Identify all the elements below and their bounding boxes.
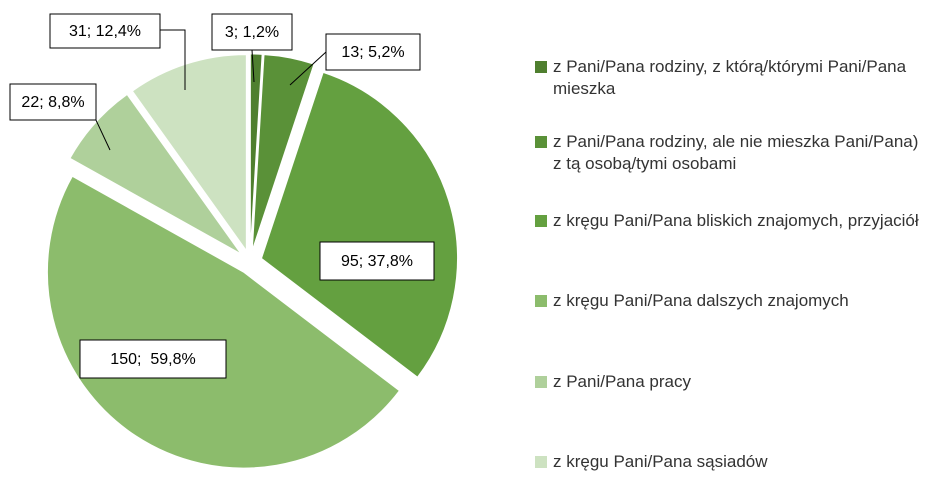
legend-swatch (535, 456, 547, 468)
legend-swatch (535, 61, 547, 73)
legend-entry: z kręgu Pani/Pana bliskich znajomych, pr… (535, 210, 935, 232)
leader-line (160, 29, 186, 90)
pie-slice (131, 54, 247, 253)
label-box (325, 33, 421, 71)
legend-label: z kręgu Pani/Pana dalszych znajomych (553, 291, 849, 310)
data-label: 95; 37,8% (341, 253, 413, 270)
pie-slice (249, 53, 263, 251)
legend-swatch (535, 215, 547, 227)
legend-entry: z kręgu Pani/Pana dalszych znajomych (535, 290, 935, 312)
label-box (319, 241, 435, 281)
label-box (49, 13, 161, 49)
legend-label: z Pani/Pana rodziny, ale nie mieszka Pan… (553, 132, 919, 173)
legend-entry: z kręgu Pani/Pana sąsiadów (535, 451, 935, 473)
data-label: 3; 1,2% (225, 24, 279, 41)
data-label: 31; 12,4% (69, 23, 141, 40)
legend-label: z Pani/Pana pracy (553, 372, 691, 391)
legend-entry: z Pani/Pana pracy (535, 371, 935, 393)
data-label: 13; 5,2% (341, 44, 404, 61)
leader-line (289, 51, 327, 86)
legend-swatch (535, 295, 547, 307)
legend-label: z kręgu Pani/Pana sąsiadów (553, 452, 768, 471)
leader-line (94, 117, 111, 151)
legend-entry: z Pani/Pana rodziny, z którą/którymi Pan… (535, 56, 935, 100)
pie-slice (46, 175, 401, 469)
legend-label: z kręgu Pani/Pana bliskich znajomych, pr… (553, 211, 919, 230)
legend-swatch (535, 376, 547, 388)
legend-swatch (535, 136, 547, 148)
pie-slice (69, 93, 242, 255)
data-label: 22; 8,8% (21, 94, 84, 111)
pie-slice (251, 54, 315, 251)
pie-slice (260, 71, 458, 378)
legend-entry: z Pani/Pana rodziny, ale nie mieszka Pan… (535, 131, 935, 175)
data-label: 150; 59,8% (110, 351, 195, 368)
leader-line (251, 49, 255, 83)
label-box (79, 339, 227, 379)
label-box (211, 13, 293, 51)
label-box (9, 83, 97, 121)
legend-label: z Pani/Pana rodziny, z którą/którymi Pan… (553, 57, 907, 98)
